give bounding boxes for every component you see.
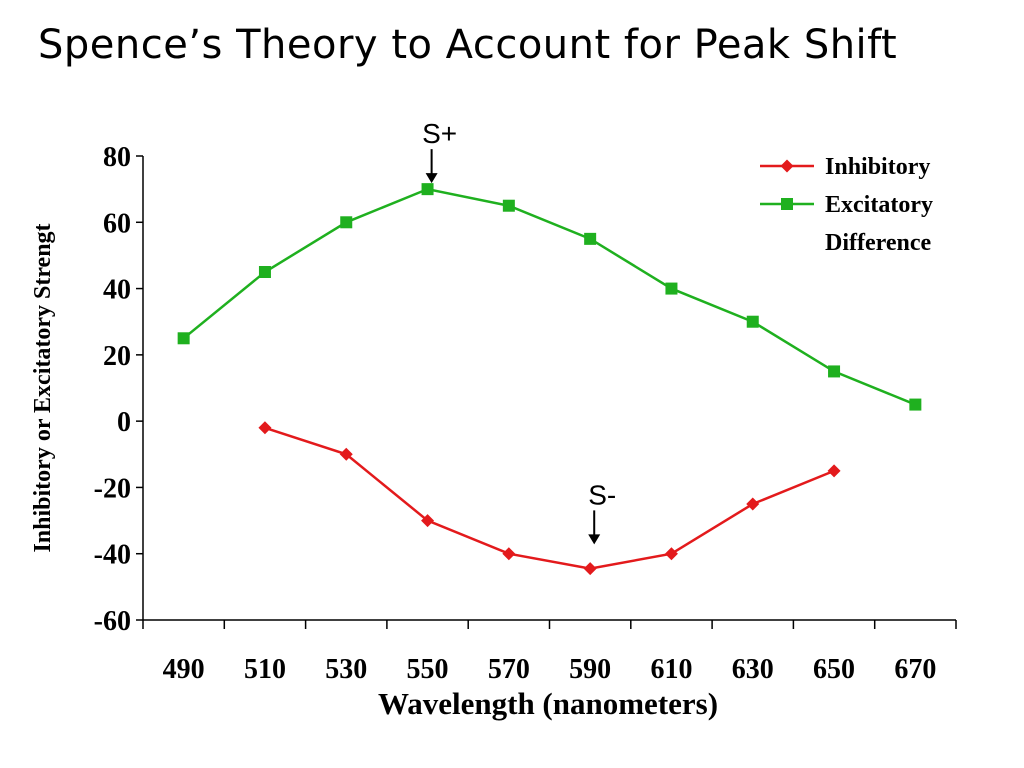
chart-legend: Inhibitory Excitatory Difference — [760, 154, 933, 256]
y-tick-label: 60 — [103, 208, 131, 239]
data-point-excitatory — [909, 398, 922, 411]
y-tick-label: -40 — [94, 540, 131, 571]
data-point-excitatory — [584, 232, 597, 245]
annotation-arrowhead — [425, 173, 438, 184]
chart-annotations: S+ S- — [422, 118, 616, 545]
x-tick-label: 610 — [650, 654, 692, 685]
y-tick-label: 80 — [103, 142, 131, 173]
data-point-inhibitory — [746, 497, 760, 511]
data-point-inhibitory — [339, 447, 353, 461]
legend-label-inhibitory: Inhibitory — [825, 154, 930, 180]
y-tick-label: 0 — [117, 407, 131, 438]
legend-marker-excitatory — [781, 198, 793, 210]
series-line-excitatory — [182, 187, 916, 406]
data-point-inhibitory — [583, 562, 597, 576]
data-point-excitatory — [258, 266, 271, 278]
data-point-inhibitory — [502, 547, 516, 561]
series-inhibitory — [258, 421, 841, 576]
x-tick-label: 570 — [488, 654, 530, 685]
x-tick-label: 550 — [407, 654, 449, 685]
x-tick-label: 530 — [325, 654, 367, 685]
data-point-excitatory — [665, 282, 678, 295]
chart-series — [177, 183, 922, 576]
x-tick-label: 670 — [894, 654, 936, 685]
legend-marker-inhibitory — [780, 159, 794, 173]
x-tick-label: 590 — [569, 654, 611, 685]
x-tick-label: 630 — [732, 654, 774, 685]
data-point-inhibitory — [421, 514, 435, 528]
series-line-inhibitory — [264, 426, 835, 570]
x-axis-label: Wavelength (nanometers) — [378, 686, 718, 721]
legend-label-excitatory: Excitatory — [825, 192, 933, 218]
y-tick-label: 20 — [103, 341, 131, 372]
data-point-inhibitory — [664, 547, 678, 561]
y-tick-label: -60 — [94, 606, 131, 637]
y-axis-label: Inhibitory or Excitatory Strengt — [30, 223, 56, 552]
y-tick-label: 40 — [103, 275, 131, 306]
annotation-label: S- — [588, 479, 616, 510]
data-point-excitatory — [340, 216, 353, 229]
data-point-inhibitory — [827, 464, 841, 478]
series-excitatory — [177, 183, 922, 411]
data-point-excitatory — [746, 315, 759, 328]
chart-axes: 80 60 40 20 0 -20 -40 -60 490 510 530 550 570 590 610 6… — [94, 142, 957, 685]
data-point-excitatory — [177, 332, 190, 345]
x-tick-label: 650 — [813, 654, 855, 685]
slide-title: Spence’s Theory to Account for Peak Shif… — [38, 22, 898, 68]
legend-label-difference: Difference — [825, 230, 932, 256]
y-tick-label: -20 — [94, 473, 131, 504]
data-point-excitatory — [828, 365, 841, 378]
x-tick-label: 510 — [244, 654, 286, 685]
x-tick-label: 490 — [163, 654, 205, 685]
data-point-inhibitory — [258, 421, 272, 435]
annotation-label: S+ — [422, 118, 457, 149]
data-point-excitatory — [421, 183, 434, 196]
annotation-arrowhead — [588, 534, 601, 545]
data-point-excitatory — [502, 199, 515, 212]
